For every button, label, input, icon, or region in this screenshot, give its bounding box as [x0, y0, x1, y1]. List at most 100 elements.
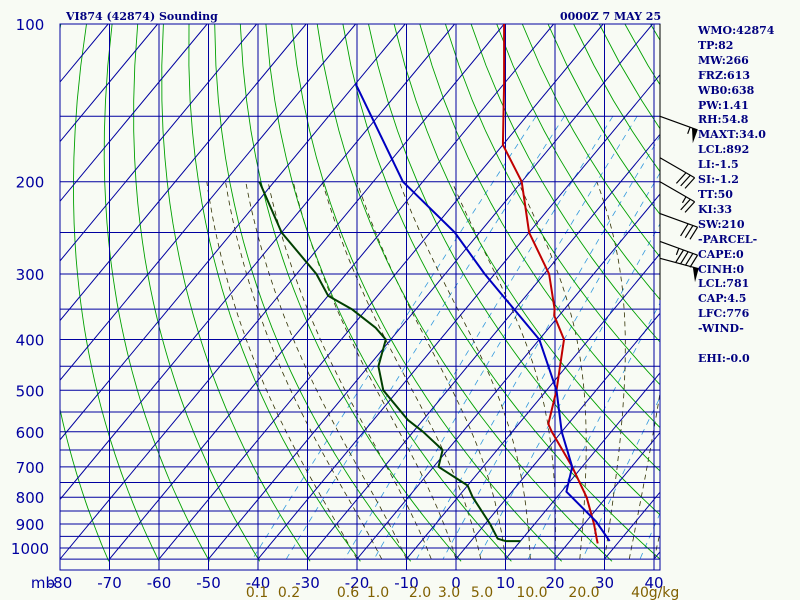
isotherm-line	[406, 252, 660, 560]
wind-barb-feather	[684, 225, 694, 238]
parcel-trace	[354, 83, 611, 542]
isotherm-line	[60, 24, 357, 381]
temperature-tick-label: -60	[147, 574, 172, 592]
mixing-ratio-label: 5.0	[471, 585, 493, 600]
index-item: TP:82	[698, 38, 734, 52]
wind-barb	[659, 115, 698, 144]
mixing-ratio-label: 0.6	[337, 585, 359, 600]
dry-adiabat-line	[521, 24, 660, 258]
isotherm-line	[505, 372, 660, 560]
temperature-trace	[501, 24, 599, 544]
pressure-tick-label: 800	[16, 489, 45, 507]
mixing-ratio-label: 20.0	[568, 585, 599, 600]
wind-barb-pennant	[691, 127, 698, 144]
index-item: CINH:0	[698, 262, 745, 276]
sounding-timestamp: 0000Z 7 MAY 25	[560, 10, 662, 23]
wind-barb-feather	[689, 254, 699, 268]
isotherm-line	[257, 73, 660, 560]
temperature-tick-label: 10	[496, 574, 515, 592]
isotherm-line	[158, 24, 604, 560]
isotherm-line	[208, 24, 654, 560]
wind-barb-feather	[680, 174, 691, 187]
index-item: MAXT:34.0	[698, 128, 766, 142]
index-item: MW:266	[698, 53, 749, 67]
index-item: TT:50	[698, 187, 733, 201]
plot-area	[60, 24, 660, 570]
temperature-tick-label: -80	[48, 574, 73, 592]
wind-barb-pennant	[692, 267, 699, 283]
dry-adiabat-line	[419, 24, 660, 429]
wind-barb	[659, 240, 699, 268]
wind-barb	[659, 181, 696, 213]
dry-adiabat-line	[368, 24, 660, 516]
index-item	[698, 337, 774, 352]
temperature-tick-label: -10	[394, 574, 419, 592]
temperature-tick-label: 20	[545, 574, 564, 592]
mixing-ratio-label: 40	[631, 585, 649, 600]
mixing-ratio-label: g/kg	[649, 585, 680, 600]
isotherm-line	[60, 24, 159, 143]
index-item: CAP:4.5	[698, 292, 747, 306]
wind-barb-shaft	[659, 212, 698, 228]
moist-adiabat-line	[596, 181, 626, 560]
pressure-tick-label: 200	[16, 174, 45, 192]
index-item: -PARCEL-	[698, 232, 758, 246]
isotherm-line	[60, 24, 456, 501]
index-item: FRZ:613	[698, 68, 751, 82]
mixing-ratio-label: 3.0	[438, 585, 460, 600]
dry-adiabat-line	[779, 24, 800, 561]
index-item: EHI:-0.0	[698, 351, 750, 365]
moist-adiabat-line	[245, 181, 407, 560]
index-item: KI:33	[698, 202, 733, 216]
pressure-tick-label: 500	[16, 382, 45, 400]
wind-barb-feather	[675, 249, 685, 263]
dry-adiabat-line	[496, 24, 660, 301]
index-item: CAPE:0	[698, 247, 744, 261]
wind-barb	[659, 257, 699, 283]
isotherm-line	[307, 133, 660, 560]
isotherm-line	[60, 24, 208, 203]
isotherm-line	[554, 431, 660, 560]
wind-barb-half-feather	[687, 127, 691, 134]
isotherm-line	[60, 24, 505, 560]
sounding-traces	[258, 24, 611, 544]
temperature-tick-label: -50	[196, 574, 221, 592]
pressure-tick-label: 600	[16, 424, 45, 442]
wind-barb	[659, 212, 699, 240]
pressure-tick-label: 700	[16, 459, 45, 477]
isotherm-line	[356, 193, 660, 560]
pressure-tick-label: 300	[16, 266, 45, 284]
pressure-tick-label: 100	[16, 16, 45, 34]
moist-adiabat-line	[292, 181, 457, 560]
dry-adiabat-line	[393, 24, 660, 472]
index-item: SI:-1.2	[698, 173, 739, 187]
temperature-tick-label: 40	[644, 574, 663, 592]
wind-barb-half-feather	[675, 248, 680, 256]
pressure-tick-label: 900	[16, 516, 45, 534]
index-item: RH:54.8	[698, 113, 749, 127]
isotherm-line	[60, 24, 307, 322]
temperature-tick-label: 30	[595, 574, 614, 592]
dewpoint-trace	[258, 181, 521, 543]
sounding-title: VI874 (42874) Sounding	[66, 10, 218, 23]
mixing-ratio-label: 10.0	[516, 585, 547, 600]
isotherm-line	[455, 312, 660, 560]
index-item: LCL:781	[698, 277, 750, 291]
pressure-tick-label: 1000	[11, 540, 49, 558]
index-item: SW:210	[698, 217, 745, 231]
index-item: WMO:42874	[698, 24, 775, 37]
wind-barb-feather	[680, 198, 691, 211]
moist-adiabat-line	[398, 181, 531, 560]
moist-adiabat-line	[206, 181, 358, 560]
mixing-ratio-label: 1.0	[367, 585, 389, 600]
moist-adiabats	[206, 181, 660, 560]
pressure-unit-label: mb	[31, 574, 55, 592]
moist-adiabat-line	[321, 181, 482, 560]
wind-barb-shaft	[659, 181, 695, 203]
mixing-ratio-label: 0.2	[278, 585, 300, 600]
wind-barb-shaft	[659, 115, 698, 131]
wind-barb-shaft	[659, 257, 699, 270]
wind-barb-feather	[675, 172, 687, 184]
wind-barb-feather	[680, 251, 689, 265]
